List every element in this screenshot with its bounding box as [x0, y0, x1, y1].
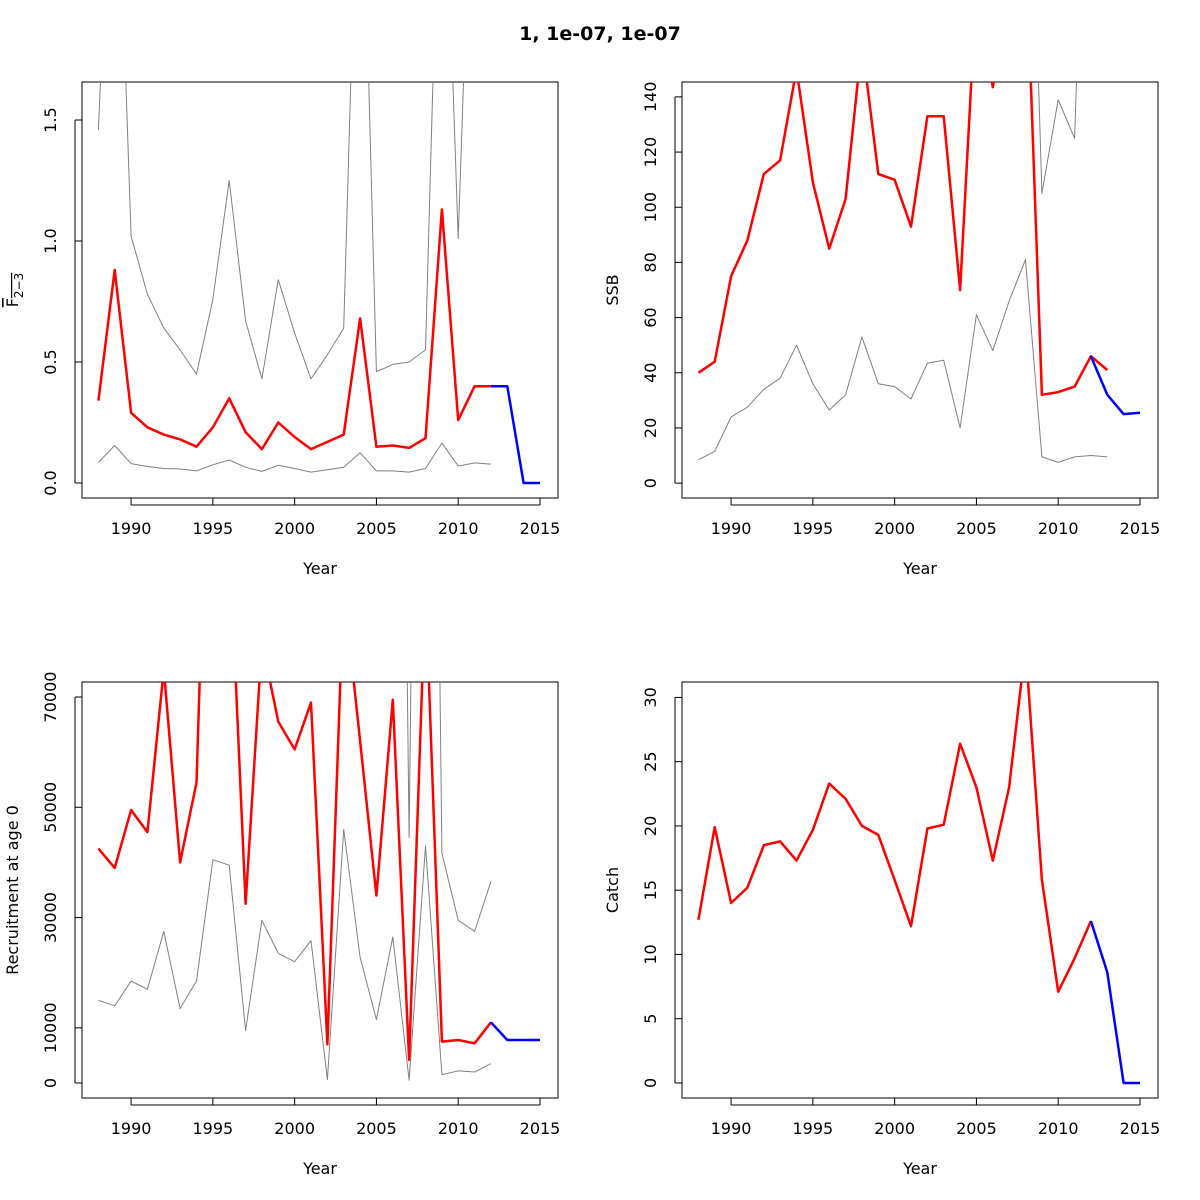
x-axis-label: Year [302, 1159, 337, 1178]
y-axis-label: SSB [603, 274, 622, 305]
y-tick-label: 30000 [41, 892, 60, 943]
plot-frame [681, 681, 1159, 1099]
y-tick-label: 120 [641, 137, 660, 168]
panel-2: 1990 1995 2000 2005 2010 2015 0 20 40 60 80 100 120 1… [603, 81, 1161, 578]
y-tick-label: 60 [641, 307, 660, 327]
series-lower-ci [98, 828, 492, 1081]
y-tick-label: 70000 [41, 672, 60, 723]
plot-frame [81, 681, 559, 1099]
x-tick-label: 2005 [356, 519, 397, 538]
series-estimate [97, 208, 491, 451]
x-tick-label: 2010 [1038, 519, 1079, 538]
x-axis-label: Year [302, 559, 337, 578]
series-forecast [489, 1021, 540, 1042]
x-tick-label: 1995 [192, 519, 233, 538]
x-tick-label: 1995 [792, 1119, 833, 1138]
series-estimate [697, 82, 1109, 397]
y-tick-label: 5 [641, 1014, 660, 1024]
y-tick-label: 40 [641, 363, 660, 383]
y-tick-label: 0 [641, 1078, 660, 1088]
x-tick-label: 2000 [874, 1119, 915, 1138]
x-tick-label: 2000 [274, 1119, 315, 1138]
y-tick-label: 100 [641, 192, 660, 223]
y-tick-label: 0 [41, 1078, 60, 1088]
x-tick-label: 2000 [274, 519, 315, 538]
x-tick-label: 2000 [874, 519, 915, 538]
series-forecast [490, 384, 540, 485]
x-tick-label: 2010 [438, 519, 479, 538]
y-tick-label: 20 [641, 418, 660, 438]
x-tick-label: 2005 [356, 1119, 397, 1138]
series-upper-ci [1038, 82, 1078, 194]
x-tick-label: 1995 [192, 1119, 233, 1138]
series-forecast [1089, 355, 1141, 416]
x-tick-label: 2010 [1038, 1119, 1079, 1138]
y-tick-label: 20 [641, 816, 660, 836]
x-tick-label: 2015 [520, 1119, 561, 1138]
x-tick-label: 1990 [711, 1119, 752, 1138]
x-axis-label: Year [902, 1159, 937, 1178]
y-axis-label: Catch [603, 867, 622, 913]
x-tick-label: 1995 [792, 519, 833, 538]
x-tick-label: 2015 [520, 519, 561, 538]
plot-frame [81, 81, 559, 499]
x-tick-label: 2015 [1120, 519, 1161, 538]
panel-3: 1990 1995 2000 2005 2010 2015 0 10000 30000 50000… [3, 672, 561, 1178]
series-lower-ci [98, 442, 491, 473]
y-tick-label: 0.5 [41, 349, 60, 374]
x-tick-label: 2005 [956, 1119, 997, 1138]
panel-1: 1990 1995 2000 2005 2010 2015 0.0 0.5 1.0 1.5 Year… [3, 81, 561, 578]
x-tick-label: 1990 [711, 519, 752, 538]
y-tick-label: 0 [641, 478, 660, 488]
y-tick-label: 10000 [41, 1002, 60, 1053]
series-lower-ci [698, 259, 1108, 463]
y-tick-label: 50000 [41, 782, 60, 833]
x-tick-label: 2010 [438, 1119, 479, 1138]
series-upper-ci [97, 82, 465, 380]
y-tick-label: 30 [641, 687, 660, 707]
y-axis-label: F2−3 [3, 273, 26, 308]
x-axis-label: Year [902, 559, 937, 578]
chart-title: 1, 1e-07, 1e-07 [519, 23, 681, 45]
y-tick-label: 80 [641, 252, 660, 272]
x-tick-label: 1990 [111, 519, 152, 538]
y-tick-label: 140 [641, 82, 660, 113]
plot-frame [681, 81, 1159, 499]
x-tick-label: 1990 [111, 1119, 152, 1138]
y-axis-label: Recruitment at age 0 [3, 805, 22, 975]
y-tick-label: 1.0 [41, 228, 60, 253]
series-estimate [697, 682, 1093, 993]
x-tick-label: 2015 [1120, 1119, 1161, 1138]
series-forecast [1089, 920, 1140, 1085]
panel-4: 1990 1995 2000 2005 2010 2015 0 5 10 15 20 25 30 Year… [603, 681, 1161, 1178]
y-tick-label: 1.5 [41, 107, 60, 132]
x-tick-label: 2005 [956, 519, 997, 538]
y-tick-label: 25 [641, 751, 660, 771]
y-tick-label: 15 [641, 880, 660, 900]
series-estimate [97, 682, 492, 1062]
y-tick-label: 10 [641, 944, 660, 964]
y-tick-label: 0.0 [41, 470, 60, 495]
